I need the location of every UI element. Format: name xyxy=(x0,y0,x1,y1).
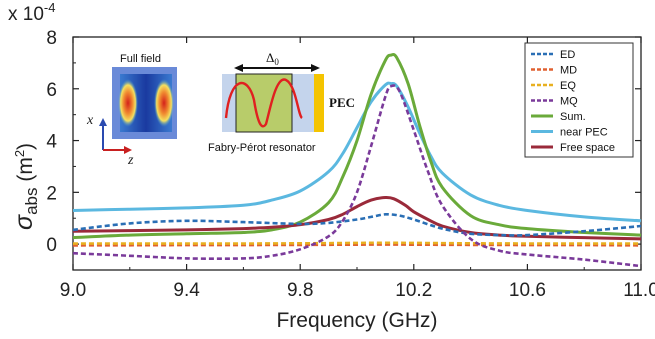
delta-label: Δ0 xyxy=(266,50,279,67)
inset-full-field: Full field x z xyxy=(86,53,177,168)
series-line-md xyxy=(72,243,642,247)
y-multiplier: x 10-4 xyxy=(8,0,55,25)
x-tick-label: 9.0 xyxy=(60,280,86,301)
z-arrow-head-icon xyxy=(124,146,132,154)
series-line-eq xyxy=(73,241,641,245)
legend-label: MD xyxy=(560,65,577,77)
y-tick-label: 6 xyxy=(46,80,57,101)
series-line-mq xyxy=(72,84,642,268)
legend-label: near PEC xyxy=(560,127,608,139)
y-tick-label: 2 xyxy=(46,183,57,204)
y-tick-label: 8 xyxy=(46,28,57,49)
inset-resonator: Δ0 PEC Fabry-Pérot resonator xyxy=(208,50,355,154)
series-layer xyxy=(72,52,642,268)
plot-area: 0 2 4 6 8 9.0 9.4 9.8 10.2 10.6 11.0 xyxy=(46,28,655,301)
resonator-label: Fabry-Pérot resonator xyxy=(208,142,316,154)
x-arrow-head-icon xyxy=(99,118,107,126)
legend-label: Free space xyxy=(560,142,615,154)
legend-label: MQ xyxy=(560,96,578,108)
y-ticks: 0 2 4 6 8 xyxy=(46,28,641,271)
y-axis-label: σabs (m2) xyxy=(10,143,41,230)
series-line-near-pec xyxy=(72,81,642,223)
pec-wall xyxy=(314,74,324,132)
legend-label: EQ xyxy=(560,80,576,92)
axis-x-label: x xyxy=(86,113,94,128)
x-tick-label: 10.2 xyxy=(395,280,432,301)
full-field-label: Full field xyxy=(120,53,161,65)
delta-arrow-left-icon xyxy=(234,64,243,72)
delta-arrow-right-icon xyxy=(311,64,320,72)
legend-label: ED xyxy=(560,49,575,61)
x-tick-label: 9.4 xyxy=(173,280,200,301)
legend-label: Sum. xyxy=(560,111,586,123)
field-hotspot-right xyxy=(154,79,174,127)
legend: ED MD EQ MQ Sum. near PEC Free space xyxy=(524,42,634,158)
series-line-ed xyxy=(72,212,642,237)
legend-box xyxy=(524,42,634,158)
axis-z-label: z xyxy=(127,153,134,168)
series-line-free-space xyxy=(72,195,642,241)
pec-label: PEC xyxy=(329,95,355,110)
standing-wave xyxy=(224,78,304,128)
x-tick-label: 10.6 xyxy=(509,280,546,301)
y-tick-label: 4 xyxy=(46,132,57,153)
x-tick-label: 11.0 xyxy=(623,280,655,301)
field-hotspot-left xyxy=(118,79,138,127)
y-tick-label: 0 xyxy=(46,235,57,256)
series-line-sum xyxy=(72,52,642,240)
x-axis-label: Frequency (GHz) xyxy=(276,309,437,332)
x-tick-label: 9.8 xyxy=(287,280,313,301)
x-ticks: 9.0 9.4 9.8 10.2 10.6 11.0 xyxy=(60,37,655,301)
